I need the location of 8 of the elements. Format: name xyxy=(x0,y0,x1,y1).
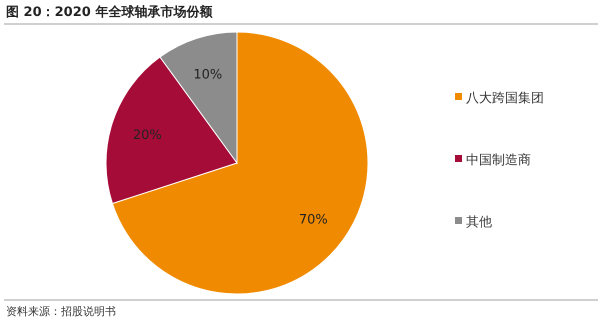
data-label: 10% xyxy=(193,67,222,82)
data-label: 70% xyxy=(298,212,328,228)
data-label: 20% xyxy=(132,128,162,143)
legend-label: 其他 xyxy=(466,215,492,230)
legend-label: 八大跨国集团 xyxy=(466,91,544,106)
legend-label: 中国制造商 xyxy=(466,153,531,168)
chart-title: 图 20：2020 年全球轴承市场份额 xyxy=(6,4,214,20)
text: 资料来源：招股说明书 xyxy=(6,305,116,318)
